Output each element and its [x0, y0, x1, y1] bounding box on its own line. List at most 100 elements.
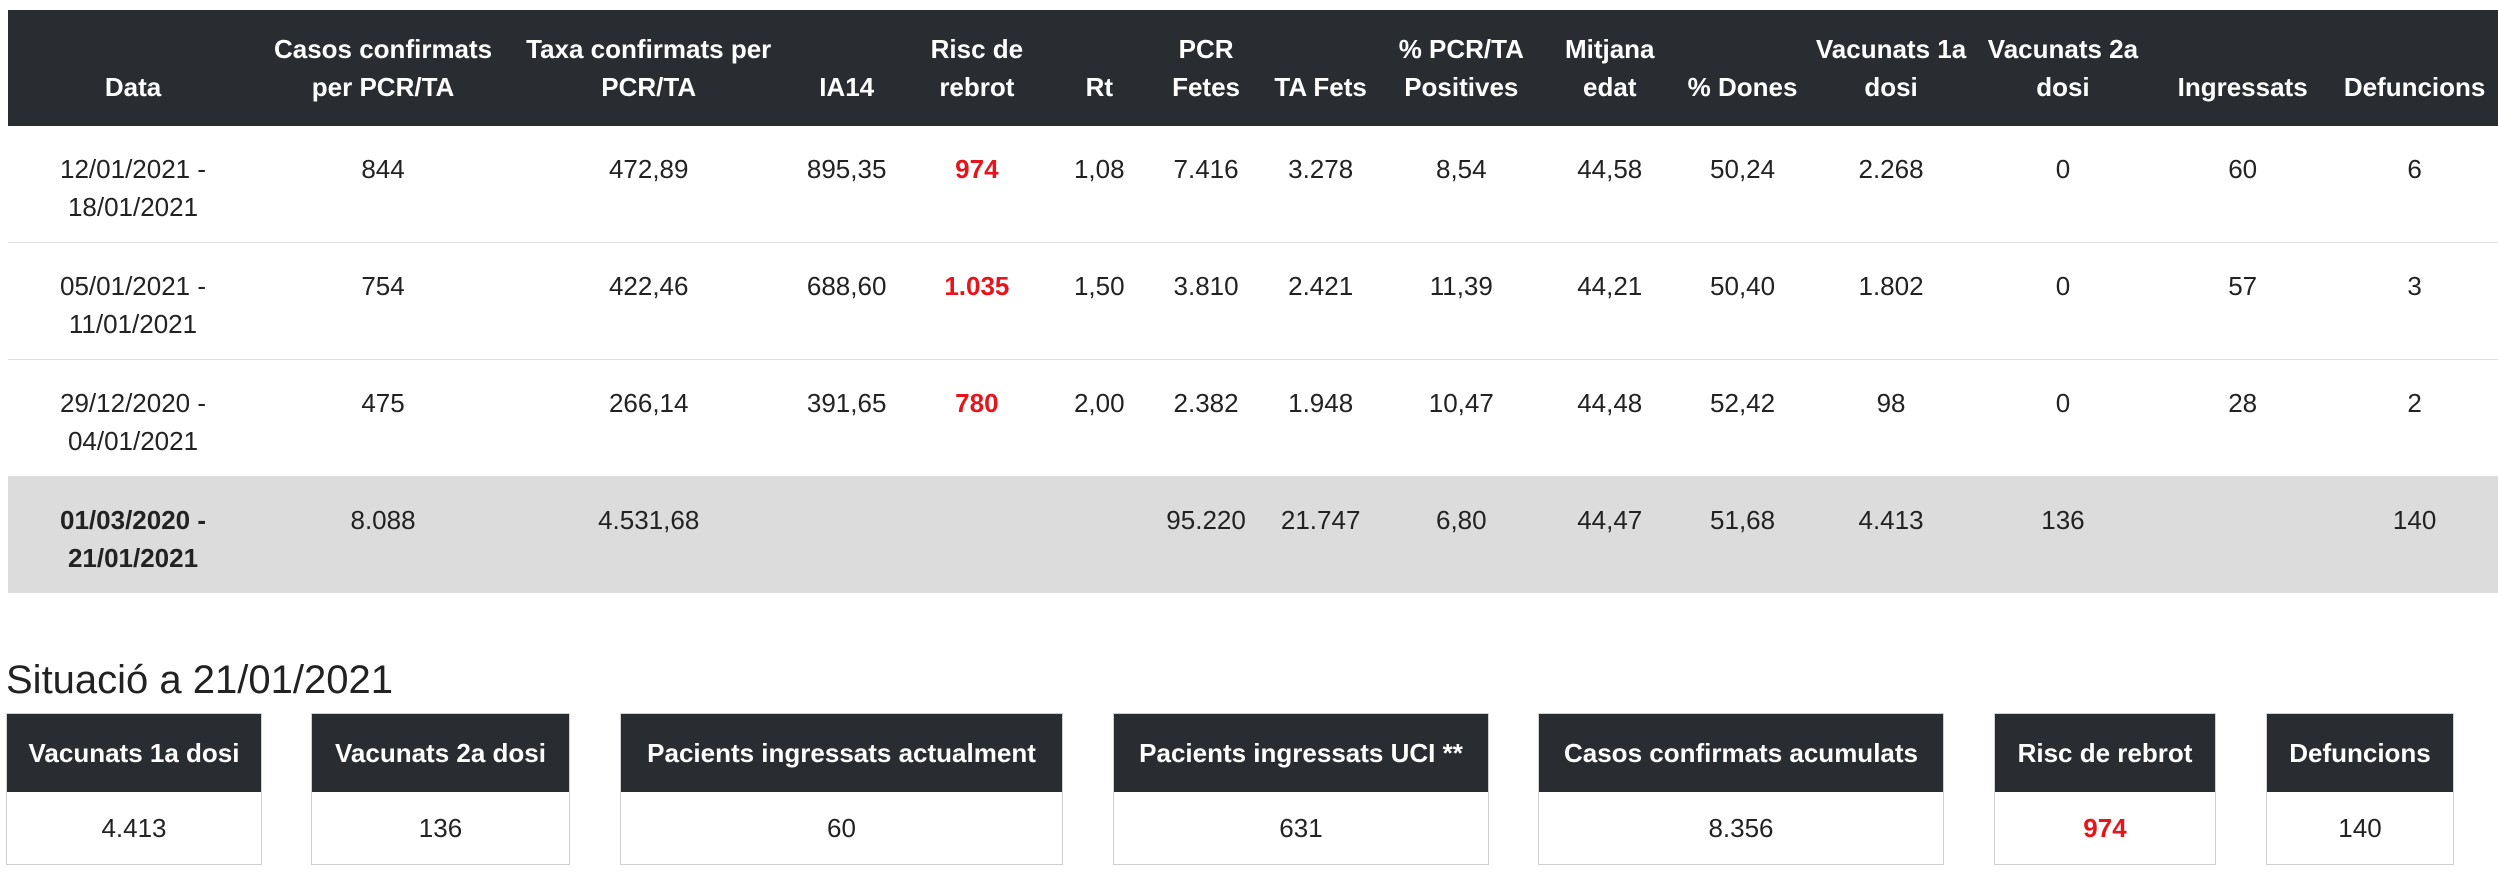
- cell-vacunats-2a: 0: [1971, 126, 2155, 243]
- total-rt: [1049, 476, 1149, 593]
- cell-defuncions: 2: [2331, 359, 2498, 477]
- cell-dones: 50,40: [1674, 242, 1811, 360]
- total-row: 01/03/2020 - 21/01/2021 8.088 4.531,68 9…: [8, 476, 2498, 593]
- total-edat: 44,47: [1544, 476, 1675, 593]
- cell-rt: 1,50: [1049, 242, 1149, 360]
- cell-ingressats: 57: [2154, 242, 2332, 360]
- cell-risc-rebrot: 1.035: [903, 242, 1050, 360]
- card-label: Pacients ingressats UCI **: [1114, 714, 1488, 792]
- card-value: 60: [827, 812, 856, 843]
- cell-risc-rebrot: 780: [903, 359, 1050, 477]
- table-row: 12/01/2021 - 18/01/2021 844 472,89 895,3…: [8, 126, 2498, 243]
- total-ta: 21.747: [1263, 476, 1378, 593]
- total-pcr: 95.220: [1148, 476, 1264, 593]
- card-label: Risc de rebrot: [1995, 714, 2215, 792]
- total-dones: 51,68: [1674, 476, 1811, 593]
- card-label: Defuncions: [2267, 714, 2453, 792]
- cell-positives: 8,54: [1377, 126, 1545, 243]
- cell-vacunats-2a: 0: [1971, 359, 2155, 477]
- cell-edat: 44,48: [1544, 359, 1675, 477]
- cell-taxa: 422,46: [508, 242, 790, 360]
- cell-edat: 44,21: [1544, 242, 1675, 360]
- cell-vacunats-1a: 98: [1810, 359, 1972, 477]
- card-label: Casos confirmats acumulats: [1539, 714, 1943, 792]
- cell-casos: 475: [258, 359, 509, 477]
- cell-defuncions: 6: [2331, 126, 2498, 243]
- card-value: 140: [2338, 812, 2382, 843]
- cell-vacunats-1a: 2.268: [1810, 126, 1972, 243]
- card-pacients-ingressats: Pacients ingressats actualment 60: [620, 713, 1063, 865]
- card-casos-acumulats: Casos confirmats acumulats 8.356: [1538, 713, 1944, 865]
- card-value: 631: [1279, 812, 1323, 843]
- col-header-pct-dones: % Dones: [1674, 10, 1811, 126]
- cell-positives: 10,47: [1377, 359, 1545, 477]
- cell-edat: 44,58: [1544, 126, 1675, 243]
- col-header-vacunats-1a: Vacunats 1a dosi: [1810, 10, 1972, 126]
- cell-pcr: 7.416: [1148, 126, 1264, 243]
- cell-defuncions: 3: [2331, 242, 2498, 360]
- card-defuncions: Defuncions 140: [2266, 713, 2454, 865]
- total-vacunats-1a: 4.413: [1810, 476, 1972, 593]
- col-header-taxa-confirmats: Taxa confirmats per PCR/TA: [508, 10, 790, 126]
- cell-casos: 754: [258, 242, 509, 360]
- col-header-risc-rebrot: Risc de rebrot: [903, 10, 1050, 126]
- col-header-rt: Rt: [1049, 10, 1149, 126]
- cell-date: 29/12/2020 - 04/01/2021: [8, 359, 259, 477]
- cell-vacunats-2a: 0: [1971, 242, 2155, 360]
- table-row: 05/01/2021 - 11/01/2021 754 422,46 688,6…: [8, 242, 2498, 360]
- table-row: 29/12/2020 - 04/01/2021 475 266,14 391,6…: [8, 359, 2498, 477]
- col-header-ta-fets: TA Fets: [1263, 10, 1378, 126]
- total-defuncions: 140: [2331, 476, 2498, 593]
- cell-ia14: 391,65: [789, 359, 904, 477]
- cell-rt: 2,00: [1049, 359, 1149, 477]
- cell-vacunats-1a: 1.802: [1810, 242, 1972, 360]
- col-header-ingressats: Ingressats: [2154, 10, 2332, 126]
- total-risc-rebrot: [903, 476, 1050, 593]
- cell-ta: 3.278: [1263, 126, 1378, 243]
- cell-dones: 52,42: [1674, 359, 1811, 477]
- total-ia14: [789, 476, 904, 593]
- cell-dones: 50,24: [1674, 126, 1811, 243]
- card-label: Vacunats 2a dosi: [312, 714, 569, 792]
- total-casos: 8.088: [258, 476, 509, 593]
- col-header-ia14: IA14: [789, 10, 904, 126]
- col-header-mitjana-edat: Mitjana edat: [1544, 10, 1675, 126]
- cell-risc-rebrot: 974: [903, 126, 1050, 243]
- weekly-stats-table: Data Casos confirmats per PCR/TA Taxa co…: [8, 10, 2498, 593]
- card-vacunats-1a: Vacunats 1a dosi 4.413: [6, 713, 262, 865]
- cell-date: 12/01/2021 - 18/01/2021: [8, 126, 259, 243]
- cell-date: 05/01/2021 - 11/01/2021: [8, 242, 259, 360]
- col-header-defuncions: Defuncions: [2331, 10, 2498, 126]
- card-vacunats-2a: Vacunats 2a dosi 136: [311, 713, 570, 865]
- cell-ingressats: 28: [2154, 359, 2332, 477]
- col-header-pcr-fetes: PCR Fetes: [1148, 10, 1264, 126]
- col-header-pct-positives: % PCR/TA Positives: [1377, 10, 1545, 126]
- cell-taxa: 472,89: [508, 126, 790, 243]
- cell-taxa: 266,14: [508, 359, 790, 477]
- total-taxa: 4.531,68: [508, 476, 790, 593]
- total-ingressats: [2154, 476, 2332, 593]
- total-date: 01/03/2020 - 21/01/2021: [8, 476, 259, 593]
- card-pacients-uci: Pacients ingressats UCI ** 631: [1113, 713, 1489, 865]
- total-positives: 6,80: [1377, 476, 1545, 593]
- cell-pcr: 2.382: [1148, 359, 1264, 477]
- card-risc-rebrot: Risc de rebrot 974: [1994, 713, 2216, 865]
- col-header-vacunats-2a: Vacunats 2a dosi: [1971, 10, 2155, 126]
- cell-ta: 2.421: [1263, 242, 1378, 360]
- cell-ingressats: 60: [2154, 126, 2332, 243]
- card-value: 8.356: [1708, 812, 1774, 843]
- cell-rt: 1,08: [1049, 126, 1149, 243]
- col-header-data: Data: [8, 10, 259, 126]
- situacio-title: Situació a 21/01/2021: [6, 658, 393, 702]
- cell-ia14: 895,35: [789, 126, 904, 243]
- card-value: 4.413: [101, 812, 167, 843]
- cell-positives: 11,39: [1377, 242, 1545, 360]
- table-header-row: Data Casos confirmats per PCR/TA Taxa co…: [8, 10, 2498, 126]
- cell-ta: 1.948: [1263, 359, 1378, 477]
- card-label: Vacunats 1a dosi: [7, 714, 261, 792]
- cell-pcr: 3.810: [1148, 242, 1264, 360]
- cell-casos: 844: [258, 126, 509, 243]
- card-value: 974: [2083, 812, 2127, 843]
- card-label: Pacients ingressats actualment: [621, 714, 1062, 792]
